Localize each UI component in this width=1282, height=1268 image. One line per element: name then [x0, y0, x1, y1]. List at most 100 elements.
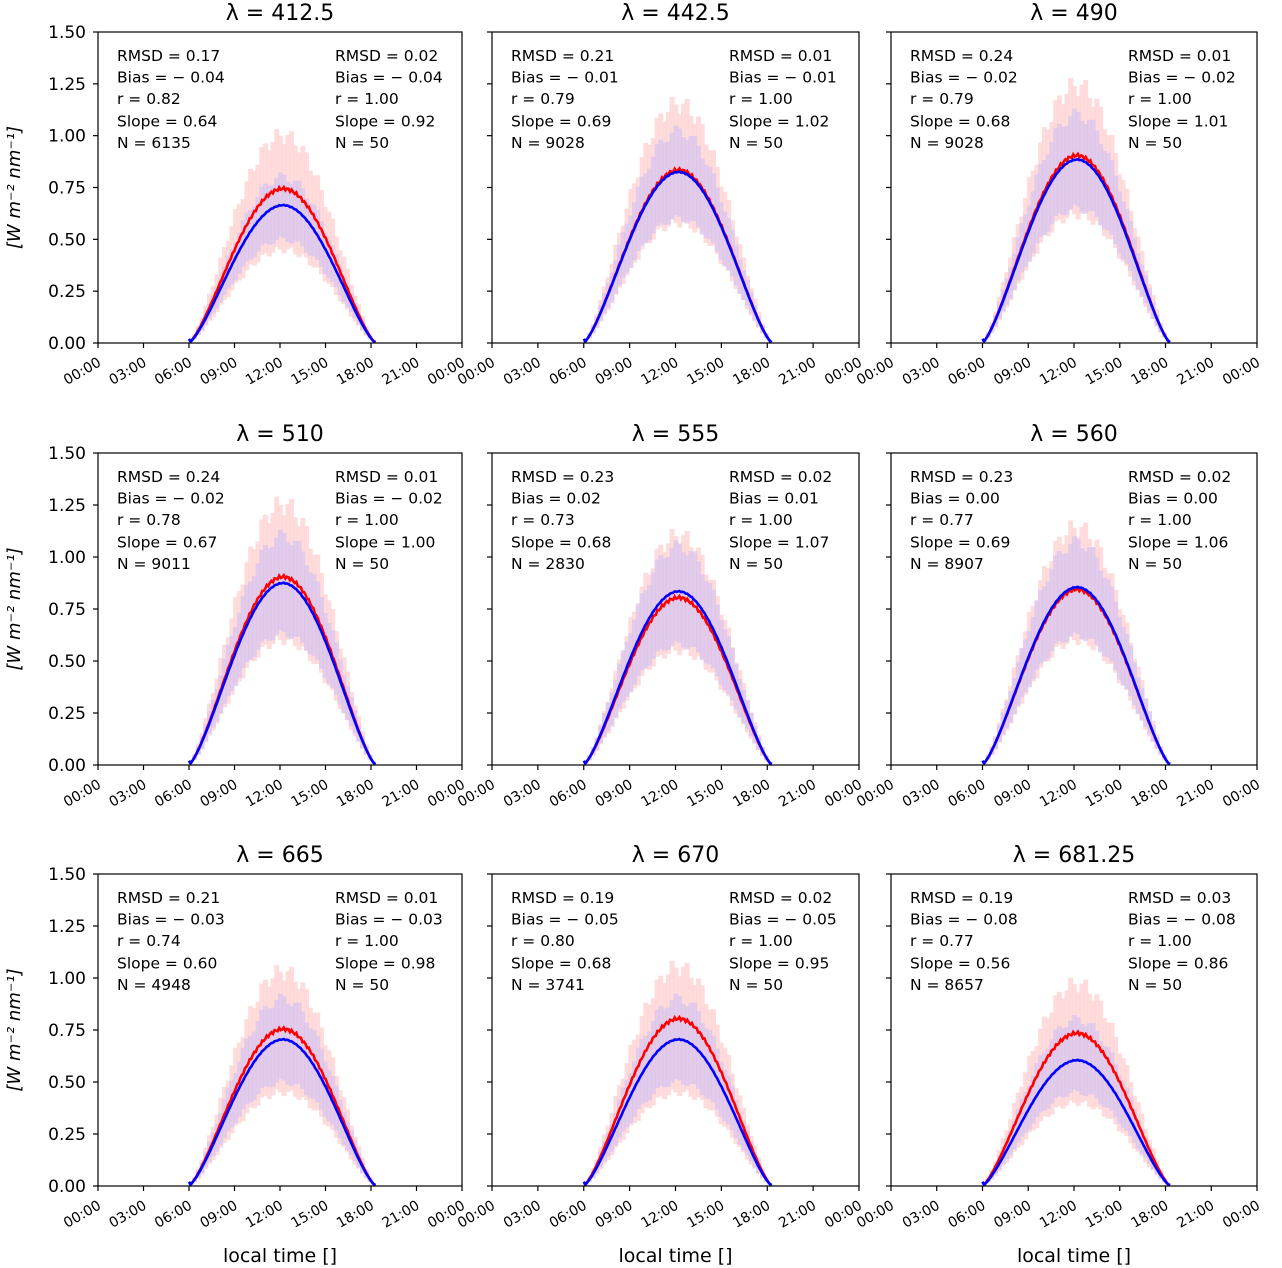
y-tick-label: 1.25	[48, 496, 86, 516]
blue-errorbar	[718, 202, 724, 261]
x-tick-label: 15:00	[684, 777, 727, 811]
blue-errorbar	[662, 1008, 668, 1088]
blue-errorbar	[669, 547, 675, 646]
stats-left-4: Slope = 0.60	[117, 955, 217, 973]
stats-left-2: Bias = − 0.05	[511, 911, 619, 929]
blue-errorbar	[1041, 1052, 1047, 1111]
blue-errorbar	[703, 1028, 709, 1099]
blue-series-line	[187, 581, 377, 766]
stats-right-4: Slope = 1.06	[1128, 534, 1228, 552]
subplot-7: λ = 665 0.00 0.25 0.50 0.75 1.00 1.25 1.50 00:00…	[4, 843, 468, 1267]
stats-right-4: Slope = 0.98	[335, 955, 435, 973]
stats-left-2: Bias = 0.02	[511, 490, 601, 508]
stats-right-5: N = 50	[729, 976, 783, 994]
blue-errorbar	[684, 139, 690, 224]
blue-errorbar	[1056, 1026, 1062, 1097]
x-tick-label: 03:00	[900, 777, 943, 811]
blue-errorbar	[266, 548, 272, 641]
x-tick-label: 18:00	[730, 355, 773, 389]
x-tick-label: 12:00	[639, 1198, 682, 1232]
blue-errorbar	[307, 572, 313, 655]
stats-right-2: Bias = 0.01	[729, 490, 819, 508]
x-tick-label: 06:00	[946, 355, 989, 389]
subplot-title: λ = 681.25	[1013, 843, 1135, 868]
blue-errorbar	[684, 555, 690, 650]
stats-right-5: N = 50	[729, 555, 783, 573]
stats-left-5: N = 9011	[117, 555, 191, 573]
stats-left-3: r = 0.80	[511, 932, 575, 950]
stats-right-3: r = 1.00	[729, 932, 793, 950]
x-tick-label: 18:00	[334, 777, 377, 811]
y-tick-label: 0.00	[48, 334, 86, 354]
blue-errorbar	[665, 141, 671, 225]
blue-errorbar	[1060, 1028, 1066, 1098]
x-tick-label: 12:00	[1037, 777, 1080, 811]
blue-errorbar	[304, 198, 310, 253]
blue-series-line	[981, 1058, 1171, 1187]
stats-left-1: RMSD = 0.21	[511, 47, 614, 65]
subplot-title: λ = 412.5	[226, 1, 334, 26]
blue-series-line	[187, 1037, 376, 1187]
x-tick-label: 15:00	[1083, 1198, 1126, 1232]
red-series-line	[187, 184, 377, 344]
stats-right-1: RMSD = 0.01	[729, 47, 832, 65]
stats-left-5: N = 8907	[910, 555, 984, 573]
x-tick-label: 00:00	[854, 1198, 897, 1232]
x-tick-label: 12:00	[243, 1198, 286, 1232]
stats-right-4: Slope = 0.86	[1128, 955, 1228, 973]
stats-left-4: Slope = 0.68	[511, 534, 611, 552]
x-tick-label: 06:00	[547, 355, 590, 389]
stats-left-2: Bias = − 0.04	[117, 69, 225, 87]
blue-errorbar	[251, 576, 257, 657]
blue-errorbar	[326, 239, 332, 279]
blue-errorbar	[292, 180, 298, 242]
stats-left-3: r = 0.78	[117, 511, 181, 529]
subplot-4: λ = 510 0.00 0.25 0.50 0.75 1.00 1.25 1.50 00:00…	[4, 422, 468, 811]
stats-right-4: Slope = 1.07	[729, 534, 829, 552]
x-tick-label: 15:00	[289, 1198, 332, 1232]
red-series-line	[582, 1014, 773, 1187]
blue-errorbar	[1124, 1088, 1130, 1131]
stats-right-3: r = 1.00	[729, 511, 793, 529]
stats-right-4: Slope = 1.02	[729, 113, 829, 131]
blue-errorbar	[1071, 536, 1077, 633]
stats-left-1: RMSD = 0.17	[117, 47, 220, 65]
y-tick-label: 1.50	[48, 23, 86, 43]
blue-errorbar	[665, 1007, 671, 1087]
blue-errorbar	[1094, 1030, 1100, 1099]
x-tick-label: 09:00	[198, 777, 241, 811]
blue-errorbar	[266, 185, 272, 245]
stats-left-2: Bias = − 0.08	[910, 911, 1018, 929]
stats-left-1: RMSD = 0.19	[910, 889, 1013, 907]
blue-errorbar	[274, 178, 280, 240]
stats-left-4: Slope = 0.56	[910, 955, 1010, 973]
x-tick-label: 09:00	[593, 777, 636, 811]
x-tick-label: 06:00	[152, 1198, 195, 1232]
stats-left-3: r = 0.79	[910, 90, 974, 108]
x-tick-label: 09:00	[593, 1198, 636, 1232]
blue-errorbar	[680, 552, 686, 648]
stats-left-3: r = 0.77	[910, 511, 974, 529]
stats-right-1: RMSD = 0.02	[1128, 468, 1231, 486]
blue-errorbar	[285, 542, 291, 638]
blue-errorbar	[677, 543, 683, 643]
blue-errorbar	[289, 183, 295, 244]
y-tick-label: 1.00	[48, 548, 86, 568]
stats-left-3: r = 0.77	[910, 932, 974, 950]
x-tick-label: 21:00	[776, 777, 819, 811]
x-tick-label: 21:00	[1174, 777, 1217, 811]
stats-left-2: Bias = − 0.02	[910, 69, 1018, 87]
blue-errorbar	[1079, 548, 1085, 640]
blue-series-line	[582, 1037, 773, 1187]
stats-right-1: RMSD = 0.02	[729, 889, 832, 907]
stats-right-1: RMSD = 0.02	[729, 468, 832, 486]
x-tick-label: 00:00	[854, 777, 897, 811]
x-tick-label: 03:00	[501, 355, 544, 389]
y-tick-label: 1.50	[48, 444, 86, 464]
x-tick-label: 06:00	[547, 777, 590, 811]
x-tick-label: 15:00	[1083, 777, 1126, 811]
stats-right-2: Bias = − 0.01	[729, 69, 837, 87]
stats-right-5: N = 50	[1128, 134, 1182, 152]
